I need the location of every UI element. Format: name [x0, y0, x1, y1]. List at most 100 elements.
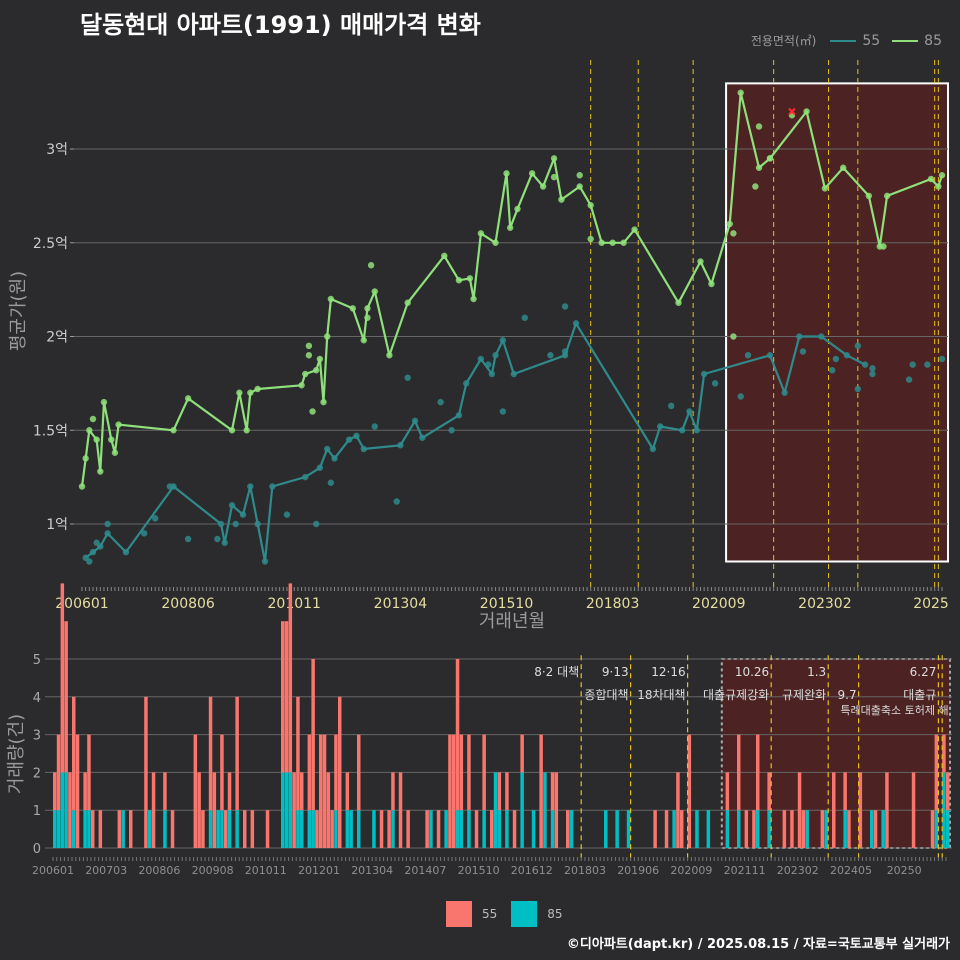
bar-55	[170, 810, 175, 848]
data-point-55	[492, 352, 499, 359]
bar-55	[497, 772, 502, 811]
volume-chart: 0 1 2 3 4 5 거래량(건) 8·2 대책 9·13 종합대책 12·16 18차대책 10.2…	[6, 583, 952, 877]
data-point-55	[843, 352, 851, 359]
data-point-85	[455, 277, 463, 284]
chart-title: 달동현대 아파트(1991) 매매가격 변화	[80, 11, 481, 39]
bar-85	[72, 810, 76, 848]
bar-55	[520, 734, 524, 773]
data-point-55	[313, 520, 320, 528]
legend-label-55: 55	[862, 32, 881, 49]
data-point-55	[832, 355, 840, 363]
data-point-85	[609, 239, 616, 246]
bar-55	[197, 772, 201, 848]
data-point-55	[463, 380, 470, 387]
data-point-55	[331, 455, 338, 462]
data-point-85	[404, 299, 411, 306]
volume-x-tick-label: 200703	[85, 864, 127, 877]
bar-55	[398, 772, 403, 848]
data-point-55	[166, 483, 174, 490]
volume-x-tick-label: 201201	[298, 864, 340, 877]
data-point-55	[269, 483, 276, 490]
y-tick-label: 1.5억	[33, 423, 68, 439]
series-line-85	[80, 91, 944, 487]
data-point-55	[796, 333, 803, 340]
data-point-85	[78, 483, 86, 490]
bar-55	[98, 810, 103, 848]
bar-85	[505, 810, 509, 848]
bar-55	[934, 734, 939, 811]
bar-55	[83, 772, 87, 811]
data-point-55	[909, 361, 916, 368]
data-point-85	[89, 415, 97, 423]
data-point-85	[503, 170, 510, 177]
data-point-55	[861, 361, 869, 368]
bar-55	[193, 734, 198, 848]
data-point-85	[737, 89, 744, 96]
bar-85	[372, 810, 376, 848]
bar-85	[531, 810, 536, 848]
data-point-55	[799, 348, 807, 355]
data-point-55	[869, 365, 876, 372]
data-point-55	[744, 352, 752, 359]
bar-55	[539, 734, 543, 848]
bar-85	[604, 810, 608, 848]
bar-85	[520, 772, 524, 848]
bar-85	[220, 810, 224, 848]
data-point-55	[104, 530, 111, 537]
bar-85	[64, 772, 68, 848]
data-point-55	[499, 337, 507, 344]
data-point-85	[364, 314, 371, 321]
volume-y-label: 3	[33, 729, 41, 744]
bar-55	[790, 810, 794, 848]
bar-55	[436, 810, 441, 848]
data-point-55	[86, 558, 93, 565]
bar-55	[220, 734, 224, 811]
bar-55	[653, 810, 657, 848]
policy-sublabel: 대출규	[903, 688, 936, 702]
data-point-85	[576, 172, 583, 179]
data-point-85	[880, 243, 887, 250]
data-point-85	[587, 202, 594, 209]
x-tick-label: 201510	[480, 596, 533, 612]
bar-85	[429, 810, 433, 848]
data-point-55	[766, 352, 774, 359]
data-point-55	[455, 412, 463, 419]
data-point-55	[829, 367, 836, 374]
bar-55	[847, 810, 851, 848]
bar-85	[148, 810, 152, 848]
bar-55	[53, 772, 57, 811]
data-point-55	[488, 370, 496, 378]
bar-55	[64, 621, 68, 773]
bar-55	[725, 772, 730, 811]
data-point-55	[254, 520, 261, 528]
bar-85	[235, 810, 239, 848]
bar-85	[216, 810, 220, 848]
data-point-85	[367, 262, 375, 269]
data-point-55	[345, 436, 353, 443]
bar-55	[212, 772, 217, 848]
bar-85	[482, 810, 486, 848]
data-point-85	[100, 398, 108, 406]
bar-55	[163, 772, 167, 811]
data-point-85	[539, 183, 547, 190]
bar-55	[330, 810, 334, 848]
bar-55	[391, 772, 395, 811]
bar-55	[117, 810, 122, 848]
data-point-85	[550, 155, 558, 162]
data-point-55	[905, 376, 913, 383]
volume-x-tick-label: 201304	[351, 864, 393, 877]
x-tick-label: 200806	[161, 596, 215, 612]
bar-55	[566, 810, 570, 848]
bar-55	[68, 772, 72, 848]
volume-x-tick-label: 201803	[564, 864, 606, 877]
bar-55	[455, 659, 460, 811]
bar-55	[946, 772, 950, 811]
data-point-85	[243, 427, 250, 434]
data-point-85	[323, 333, 331, 340]
bar-55	[284, 621, 289, 773]
data-point-85	[598, 239, 605, 246]
volume-y-label: 1	[33, 804, 41, 819]
policy-label: 6.27	[910, 665, 937, 679]
x-tick-label: 201803	[586, 596, 639, 612]
bar-55	[482, 734, 486, 811]
